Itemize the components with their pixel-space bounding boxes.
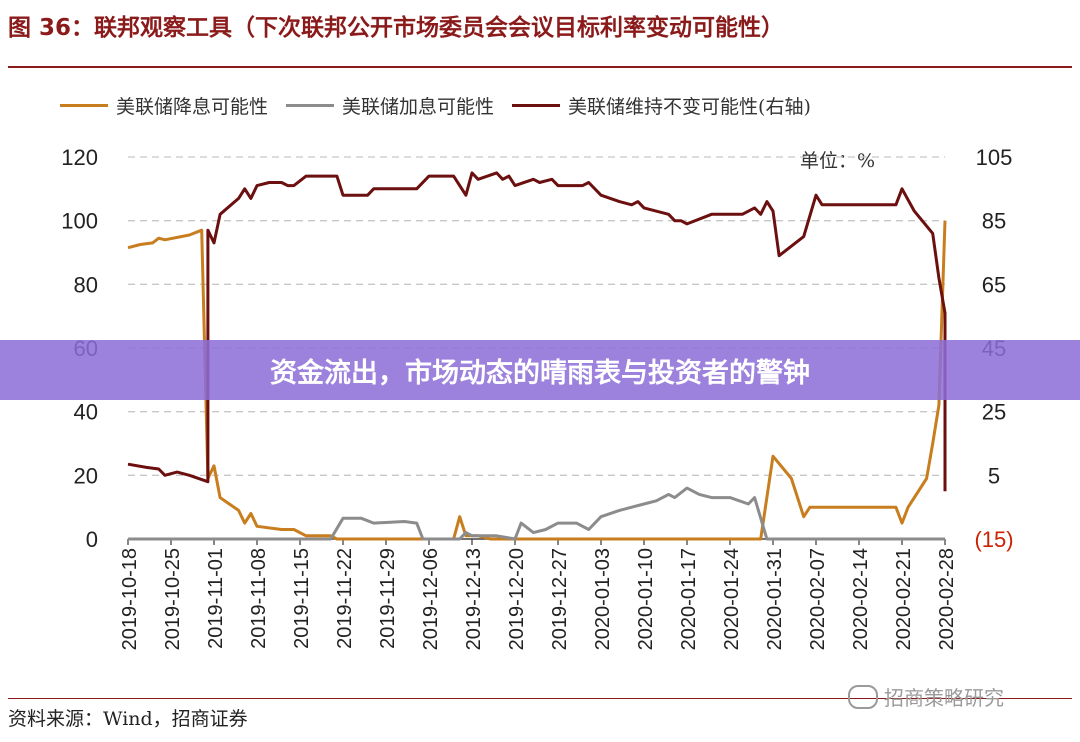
x-tick-label: 2019-11-29 [377,548,399,649]
x-tick-label: 2020-02-21 [893,548,915,650]
x-tick-label: 2020-01-03 [592,548,614,650]
y-left-tick-label: 80 [74,272,98,297]
x-tick-label: 2019-11-01 [205,548,227,649]
legend-swatch-hike [286,104,335,107]
legend-swatch-cut [60,104,108,107]
watermark: 招商策略研究 [848,682,1004,711]
legend-label-hike: 美联储加息可能性 [342,96,495,118]
series-line-cut [127,220,947,541]
x-tick-label: 2019-12-20 [506,548,528,650]
headline-text: 资金流出，市场动态的晴雨表与投资者的警钟 [270,357,810,389]
y-left-tick-label: 100 [61,209,98,234]
y-left-tick-label: 40 [74,400,98,425]
series-line-hike [128,486,945,541]
series-line-hold [127,171,947,492]
x-tick-label: 2019-11-22 [334,548,356,649]
legend-item-hike: 美联储加息可能性 [286,92,494,119]
x-tick-label: 2019-11-08 [248,548,270,649]
unit-label: 单位：% [800,150,876,172]
x-tick-label: 2020-02-07 [807,548,829,650]
legend-item-hold: 美联储维持不变可能性(右轴) [512,92,811,119]
title-rule [8,66,1072,68]
y-right-tick-label: 85 [982,209,1006,234]
y-left-tick-label: 0 [86,527,98,552]
x-tick-label: 2020-01-10 [635,548,657,650]
x-tick-label: 2019-10-18 [119,548,141,650]
x-tick-label: 2020-02-28 [936,548,958,650]
x-tick-label: 2019-12-27 [549,548,571,650]
x-tick-label: 2020-01-31 [764,548,786,650]
y-right-tick-label: 105 [976,145,1013,170]
figure-title: 图 36：联邦观察工具（下次联邦公开市场委员会会议目标利率变动可能性） [8,15,785,41]
x-tick-label: 2020-02-14 [850,548,872,650]
chart-legend: 美联储降息可能性 美联储加息可能性 美联储维持不变可能性(右轴) [60,92,811,119]
y-left-tick-label: 120 [61,145,98,170]
y-right-tick-label: 5 [988,463,1000,488]
y-left-tick-label: 20 [74,463,98,488]
watermark-text: 招商策略研究 [884,686,1004,710]
x-tick-label: 2019-12-06 [420,548,442,650]
x-tick-label: 2019-12-13 [463,548,485,650]
x-tick-label: 2020-01-17 [678,548,700,650]
y-right-tick-label: (15) [974,527,1013,552]
y-right-tick-label: 25 [982,400,1006,425]
source-note: 资料来源：Wind，招商证券 [8,708,248,730]
legend-label-hold: 美联储维持不变可能性(右轴) [568,96,811,118]
legend-item-cut: 美联储降息可能性 [60,92,268,119]
legend-swatch-hold [512,104,561,107]
source-rule [8,698,1072,699]
x-tick-label: 2020-01-24 [721,548,743,650]
y-right-tick-label: 65 [982,272,1006,297]
wechat-icon [848,684,878,709]
x-tick-label: 2019-11-15 [291,548,313,649]
headline-banner: 资金流出，市场动态的晴雨表与投资者的警钟 [0,340,1080,400]
legend-label-cut: 美联储降息可能性 [116,96,269,118]
x-tick-label: 2019-10-25 [162,548,184,650]
